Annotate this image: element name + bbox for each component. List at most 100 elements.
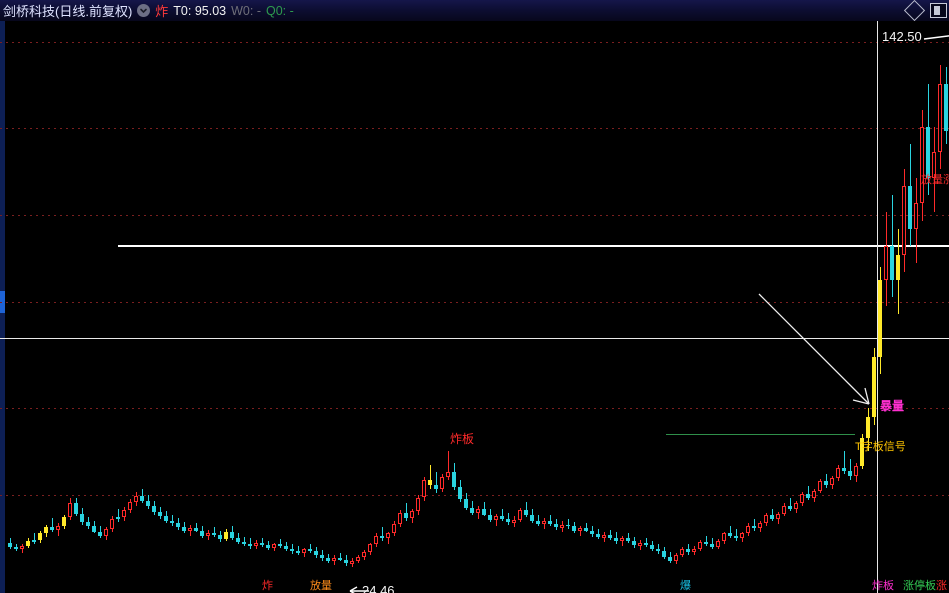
peak-annotation-label: 炸板: [450, 432, 475, 446]
candle-body: [614, 537, 618, 541]
candle-body: [698, 541, 702, 549]
candle-body: [896, 254, 900, 281]
candle-wick: [244, 536, 245, 547]
signal-annotation-label: T字板信号: [855, 441, 906, 453]
trend-arrow-icon: [758, 293, 870, 405]
candle-body: [518, 510, 522, 520]
candle-wick: [844, 450, 845, 475]
candle-body: [62, 517, 66, 526]
candle-body: [584, 528, 588, 531]
candle-body: [854, 465, 858, 477]
candle-body: [440, 477, 444, 489]
gridline-h: [0, 128, 949, 129]
candle-body: [746, 525, 750, 534]
candle-body: [266, 545, 270, 548]
bottom-tag: 涨: [936, 580, 947, 592]
bottom-tag: 涨停板: [903, 580, 936, 592]
candle-body: [200, 530, 204, 536]
candle-body: [194, 528, 198, 531]
candle-body: [776, 513, 780, 519]
gridline-h: [0, 42, 949, 43]
candle-body: [86, 522, 90, 527]
candle-body: [362, 552, 366, 558]
page-title: 剑桥科技(日线.前复权): [3, 4, 133, 19]
candle-body: [608, 535, 612, 538]
candle-wick: [826, 473, 827, 489]
candle-body: [128, 501, 132, 511]
t0-readout: T0: 95.03: [173, 3, 227, 18]
candle-body: [536, 520, 540, 524]
candle-wick: [214, 527, 215, 537]
candle-wick: [790, 497, 791, 512]
candle-body: [752, 525, 756, 529]
candle-body: [578, 528, 582, 532]
candle-wick: [598, 529, 599, 540]
candle-body: [452, 471, 456, 488]
candle-body: [164, 516, 168, 521]
window-restore-icon[interactable]: [930, 3, 947, 18]
candle-wick: [382, 527, 383, 541]
candle-body: [902, 186, 906, 255]
candle-body: [110, 518, 114, 530]
candle-body: [848, 471, 852, 477]
chevron-down-icon[interactable]: [137, 4, 151, 17]
candle-body: [728, 533, 732, 536]
bottom-tag: 炸: [262, 580, 273, 592]
candle-body: [26, 540, 30, 547]
candle-body: [338, 558, 342, 560]
candle-wick: [310, 544, 311, 553]
candle-body: [506, 518, 510, 523]
candle-body: [620, 538, 624, 542]
candle-wick: [646, 537, 647, 547]
candle-body: [326, 558, 330, 561]
candle-wick: [526, 501, 527, 518]
candle-body: [476, 508, 480, 513]
candle-body: [932, 152, 936, 178]
candle-body: [422, 480, 426, 498]
candle-body: [722, 533, 726, 541]
candle-body: [20, 546, 24, 550]
candle-body: [710, 544, 714, 547]
candle-body: [764, 515, 768, 524]
gridline-h: [0, 495, 949, 496]
candle-wick: [34, 533, 35, 545]
candle-body: [134, 495, 138, 502]
candle-wick: [538, 514, 539, 527]
candle-body: [548, 521, 552, 524]
candle-body: [572, 526, 576, 531]
candle-body: [740, 533, 744, 539]
price-label-high: 142.50: [882, 29, 922, 44]
candle-body: [38, 533, 42, 541]
reference-line-green: [666, 434, 855, 435]
candle-body: [818, 481, 822, 491]
candle-body: [596, 534, 600, 537]
candle-body: [344, 559, 348, 564]
candle-body: [944, 84, 948, 131]
candle-wick: [586, 523, 587, 533]
candle-wick: [568, 518, 569, 530]
candle-body: [254, 542, 258, 547]
candle-body: [74, 502, 78, 514]
candle-wick: [118, 509, 119, 523]
chart-canvas[interactable]: 142.50 24.46 炸板 暴量 放量涨 T字板信号 炸 放量 爆 炸板 涨停板涨: [0, 21, 949, 593]
candle-body: [836, 467, 840, 478]
candle-body: [212, 533, 216, 535]
reference-line-white: [118, 245, 949, 247]
candle-body: [44, 527, 48, 534]
candle-body: [92, 526, 96, 532]
vertical-scrollbar[interactable]: [0, 21, 5, 593]
diamond-icon[interactable]: [903, 0, 926, 22]
candle-body: [800, 494, 804, 503]
candle-body: [50, 527, 54, 530]
candle-body: [398, 512, 402, 524]
candle-body: [554, 523, 558, 528]
candle-wick: [712, 538, 713, 550]
candle-wick: [730, 525, 731, 538]
candle-body: [104, 529, 108, 536]
candle-body: [146, 500, 150, 507]
candle-body: [68, 502, 72, 518]
candle-body: [812, 490, 816, 498]
candle-body: [824, 481, 828, 485]
separator-line: [0, 338, 949, 339]
